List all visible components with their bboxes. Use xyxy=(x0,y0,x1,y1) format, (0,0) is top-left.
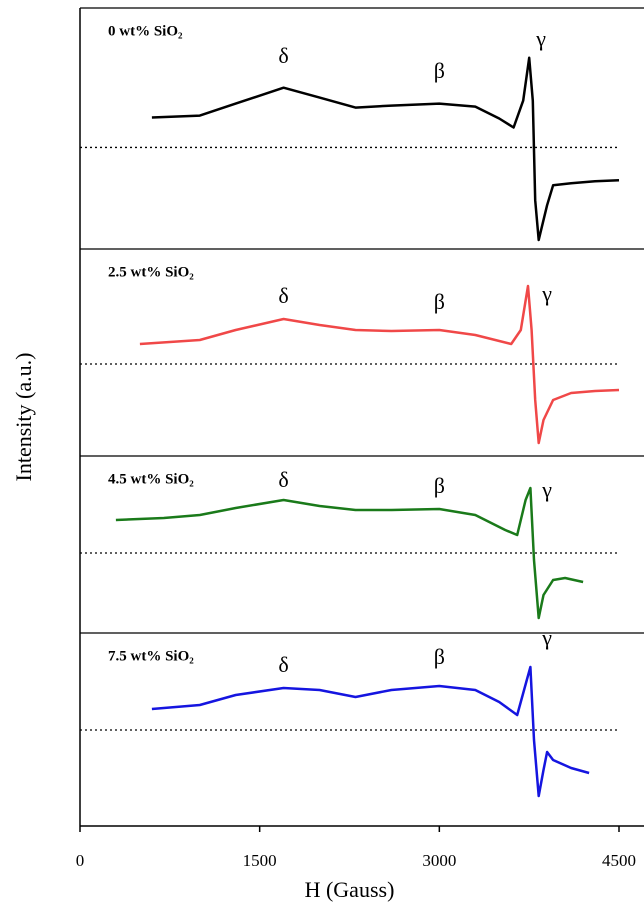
peak-label: δ xyxy=(278,283,288,308)
y-axis-label: Intensity (a.u.) xyxy=(11,353,36,482)
peak-label: β xyxy=(434,58,445,83)
peak-label: β xyxy=(434,473,445,498)
spectrum-line xyxy=(115,486,584,620)
peak-label: δ xyxy=(278,43,288,68)
peak-label: β xyxy=(434,644,445,669)
x-axis-label: H (Gauss) xyxy=(305,877,395,902)
panel-title: 2.5 wt% SiO₂ xyxy=(108,264,194,280)
x-tick-label: 3000 xyxy=(422,851,456,870)
peak-label: γ xyxy=(541,477,552,502)
peak-label: β xyxy=(434,289,445,314)
panel-title: 4.5 wt% SiO₂ xyxy=(108,471,194,487)
panel-title: 7.5 wt% SiO₂ xyxy=(108,648,194,664)
peak-label: δ xyxy=(278,467,288,492)
peak-label: γ xyxy=(541,625,552,650)
spectrum-line xyxy=(139,284,620,445)
panel-title: 0 wt% SiO₂ xyxy=(108,23,183,39)
spectrum-line xyxy=(151,56,620,242)
spectrum-line xyxy=(151,665,590,798)
peak-label: γ xyxy=(541,281,552,306)
x-tick-label: 1500 xyxy=(243,851,277,870)
peak-label: δ xyxy=(278,652,288,677)
peak-label: γ xyxy=(535,26,546,51)
x-tick-label: 0 xyxy=(76,851,85,870)
x-tick-label: 4500 xyxy=(602,851,636,870)
